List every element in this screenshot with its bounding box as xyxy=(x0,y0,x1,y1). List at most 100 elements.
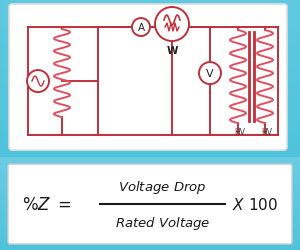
Bar xyxy=(0,79,300,80)
Bar xyxy=(0,28,300,29)
Bar xyxy=(0,104,300,105)
Bar xyxy=(0,209,300,210)
Bar xyxy=(0,138,300,140)
Bar xyxy=(0,35,300,36)
Bar xyxy=(0,174,300,176)
Bar xyxy=(0,207,300,208)
Bar xyxy=(0,247,300,248)
Bar xyxy=(0,49,300,50)
Bar xyxy=(0,39,300,40)
Bar xyxy=(0,164,300,166)
Bar xyxy=(0,24,300,25)
Text: V: V xyxy=(206,69,214,79)
Bar xyxy=(0,110,300,111)
Bar xyxy=(0,89,300,90)
Bar xyxy=(0,232,300,233)
Bar xyxy=(0,246,300,247)
Bar xyxy=(0,204,300,205)
Bar xyxy=(0,200,300,201)
Bar xyxy=(0,201,300,202)
Bar xyxy=(0,122,300,124)
Bar xyxy=(0,136,300,138)
Bar xyxy=(0,88,300,89)
Bar xyxy=(0,14,300,15)
Bar xyxy=(0,57,300,58)
Bar xyxy=(0,241,300,242)
Bar xyxy=(0,148,300,150)
Bar xyxy=(0,132,300,134)
Bar xyxy=(0,158,300,160)
Bar xyxy=(0,17,300,18)
Bar xyxy=(0,26,300,27)
Bar xyxy=(0,11,300,12)
Bar xyxy=(0,55,300,56)
Bar xyxy=(0,78,300,79)
Bar xyxy=(0,226,300,227)
Bar xyxy=(0,223,300,224)
Bar xyxy=(0,160,300,162)
Bar xyxy=(0,23,300,24)
Bar xyxy=(0,228,300,229)
Bar xyxy=(0,205,300,206)
Bar xyxy=(0,222,300,223)
Bar xyxy=(0,40,300,41)
Bar xyxy=(0,245,300,246)
Bar xyxy=(0,97,300,98)
FancyBboxPatch shape xyxy=(8,164,292,244)
Bar xyxy=(0,105,300,106)
Text: W: W xyxy=(166,46,178,56)
Bar xyxy=(0,72,300,73)
Bar xyxy=(0,210,300,211)
Circle shape xyxy=(199,63,221,85)
Bar xyxy=(0,37,300,38)
Bar xyxy=(0,95,300,96)
Bar xyxy=(0,198,300,199)
Bar xyxy=(0,208,300,209)
Bar xyxy=(0,98,300,99)
Bar xyxy=(0,109,300,110)
Bar xyxy=(0,74,300,75)
Bar xyxy=(0,203,300,204)
Bar xyxy=(0,77,300,78)
Bar xyxy=(0,70,300,71)
Bar xyxy=(0,29,300,30)
Bar xyxy=(0,116,300,117)
Bar xyxy=(0,34,300,35)
Bar xyxy=(0,86,300,87)
Bar xyxy=(0,233,300,234)
Bar xyxy=(0,50,300,51)
Bar xyxy=(0,84,300,85)
Bar xyxy=(0,31,300,32)
Bar xyxy=(0,19,300,20)
Bar xyxy=(0,166,300,168)
Bar xyxy=(0,33,300,34)
Bar xyxy=(0,5,300,6)
Bar xyxy=(0,93,300,94)
Bar xyxy=(0,3,300,4)
Bar xyxy=(0,76,300,77)
Bar xyxy=(0,114,300,115)
Bar xyxy=(0,182,300,183)
Bar xyxy=(0,71,300,72)
Bar xyxy=(0,236,300,237)
Bar xyxy=(0,192,300,193)
Bar xyxy=(0,118,300,120)
Bar xyxy=(0,113,300,114)
Bar xyxy=(0,142,300,144)
Bar xyxy=(0,73,300,74)
Bar xyxy=(0,8,300,9)
Bar xyxy=(0,13,300,14)
Bar xyxy=(0,189,300,190)
Bar xyxy=(0,54,300,55)
Bar xyxy=(0,181,300,182)
Bar xyxy=(0,67,300,68)
Bar xyxy=(0,21,300,22)
Bar xyxy=(0,150,300,152)
Bar xyxy=(0,219,300,220)
Bar xyxy=(0,43,300,44)
Bar xyxy=(0,215,300,216)
Bar xyxy=(0,191,300,192)
Bar xyxy=(0,168,300,170)
Bar xyxy=(0,239,300,240)
Bar xyxy=(0,7,300,8)
